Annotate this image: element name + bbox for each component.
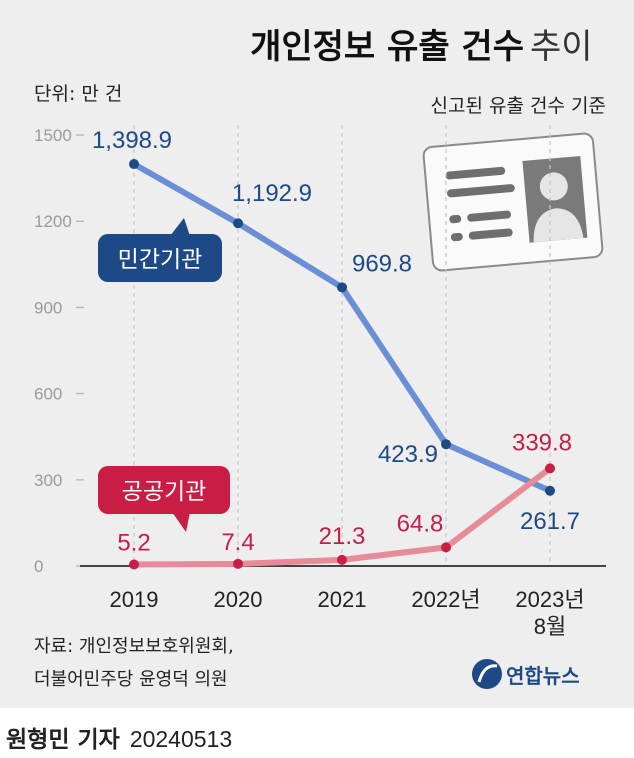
chart-canvas: 개인정보 유출 건수 추이 단위: 만 건 신고된 유출 건수 기준 0 300 6… — [34, 27, 606, 690]
legend-private-pointer — [170, 218, 190, 236]
unit-label: 단위: 만 건 — [34, 83, 122, 105]
data-label: 261.7 — [520, 508, 580, 535]
reporter-name: 원형민 기자 — [6, 727, 120, 753]
data-label: 423.9 — [378, 441, 438, 468]
legend-public-label: 공공기관 — [122, 479, 207, 505]
data-label: 1,398.9 — [92, 127, 172, 154]
chart-title-suffix: 추이 — [530, 27, 593, 67]
data-label: 21.3 — [319, 523, 366, 550]
data-point — [233, 218, 243, 229]
x-axis: 2019 2020 2021 2022년 2023년 8월 — [80, 565, 606, 639]
grid-lines — [133, 125, 551, 566]
data-point — [545, 485, 555, 496]
source-line-1: 자료: 개인정보보호위원회, — [34, 636, 234, 657]
data-point — [337, 282, 347, 293]
y-axis: 0 300 600 900 1200 1500 — [34, 126, 84, 576]
data-labels: 1,398.9 1,192.9 969.8 423.9 261.7 5.2 7.4 21.3 6… — [92, 127, 580, 556]
legend-private-label: 민간기관 — [118, 247, 203, 273]
chart-subtitle: 신고된 유출 건수 기준 — [431, 95, 606, 117]
data-point — [337, 554, 347, 565]
data-label: 339.8 — [512, 429, 572, 456]
byline: 원형민 기자 20240513 — [6, 720, 232, 754]
data-point — [129, 559, 139, 570]
data-label: 1,192.9 — [232, 180, 312, 207]
publish-date: 20240513 — [129, 726, 233, 752]
x-tick-label: 2019 — [110, 587, 159, 612]
data-label: 969.8 — [352, 250, 412, 277]
series-layer — [129, 159, 555, 570]
data-point — [441, 542, 451, 553]
infographic-card: 개인정보 유출 건수 추이 단위: 만 건 신고된 유출 건수 기준 0 300 6… — [0, 0, 634, 708]
data-point — [129, 159, 139, 170]
data-label: 5.2 — [117, 530, 150, 557]
source-line-2: 더불어민주당 윤영덕 의원 — [34, 669, 228, 690]
y-tick-label: 900 — [34, 298, 62, 317]
yonhap-logo-mark — [472, 659, 502, 689]
y-tick-label: 1200 — [34, 212, 72, 231]
data-point — [233, 558, 243, 569]
x-tick-label: 2021 — [318, 587, 367, 612]
yonhap-logo-text: 연합뉴스 — [506, 664, 580, 688]
data-point — [545, 463, 555, 474]
y-tick-label: 600 — [34, 385, 62, 404]
x-tick-label: 2020 — [214, 587, 263, 612]
legend-public-box — [98, 466, 230, 514]
data-point — [441, 439, 451, 450]
id-card-icon — [422, 132, 604, 272]
y-tick-label: 0 — [34, 557, 43, 576]
data-label: 64.8 — [397, 510, 444, 537]
legend-public: 공공기관 — [98, 466, 230, 532]
yonhap-logo: 연합뉴스 — [472, 659, 580, 689]
x-tick-label: 2022년 — [411, 587, 480, 612]
legend-private: 민간기관 — [98, 218, 222, 282]
y-tick-label: 1500 — [34, 126, 72, 145]
x-tick-label: 2023년 8월 — [515, 587, 584, 639]
chart-title: 개인정보 유출 건수 — [250, 27, 524, 67]
legend-public-pointer — [172, 512, 190, 532]
y-tick-label: 300 — [34, 471, 62, 490]
legend-private-box — [98, 234, 222, 282]
data-label: 7.4 — [221, 529, 254, 556]
